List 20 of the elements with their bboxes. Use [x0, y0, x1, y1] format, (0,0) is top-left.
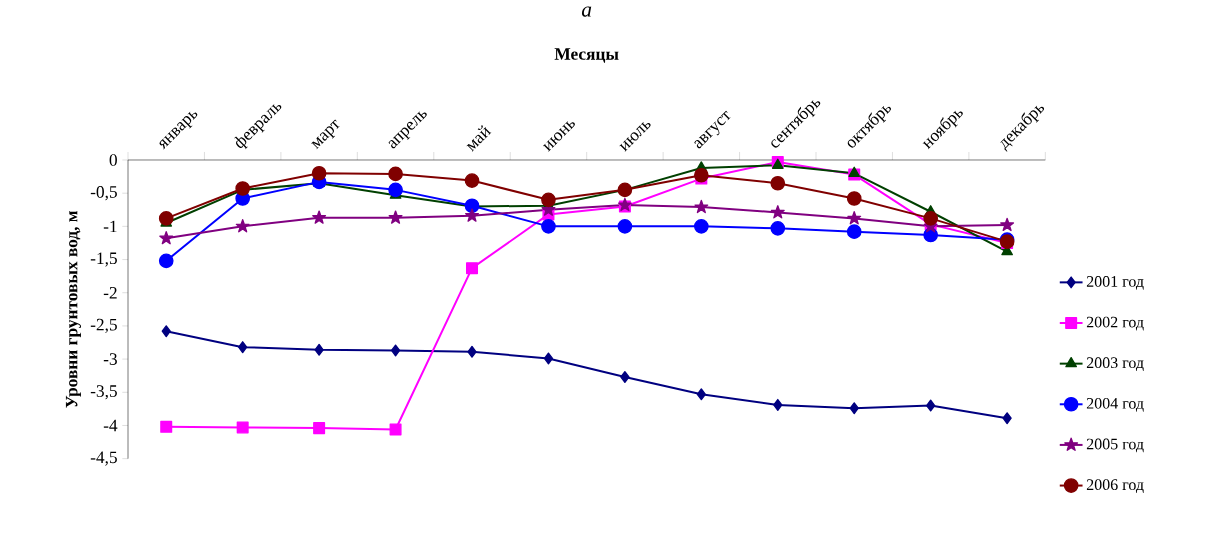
y-tick-label: -4	[103, 419, 118, 432]
chart-title: а	[581, 6, 592, 17]
y-tick-label: -3,5	[90, 385, 117, 400]
y-axis-title: Уровни грунтовых вод, м	[65, 210, 82, 408]
y-tick-label: -2	[103, 286, 117, 299]
y-tick-label: -0,5	[90, 186, 117, 201]
y-tick-label: -2,5	[90, 318, 117, 333]
legend-label: 2006 год	[1086, 479, 1144, 493]
legend-label: 2002 год	[1086, 316, 1144, 331]
legend-label: 2003 год	[1086, 357, 1144, 372]
y-tick-label: -4,5	[90, 451, 117, 466]
y-tick-label: -3	[103, 353, 117, 365]
legend-label: 2001 год	[1086, 276, 1144, 290]
y-tick-label: 0	[109, 154, 117, 166]
y-tick-label: -1	[103, 220, 117, 233]
y-tick-label: -1,5	[90, 252, 117, 267]
legend-label: 2004 год	[1086, 397, 1144, 412]
legend-label: 2005 год	[1086, 438, 1144, 453]
x-axis-title: Месяцы	[554, 48, 619, 63]
x-tick-label: май	[466, 124, 492, 152]
